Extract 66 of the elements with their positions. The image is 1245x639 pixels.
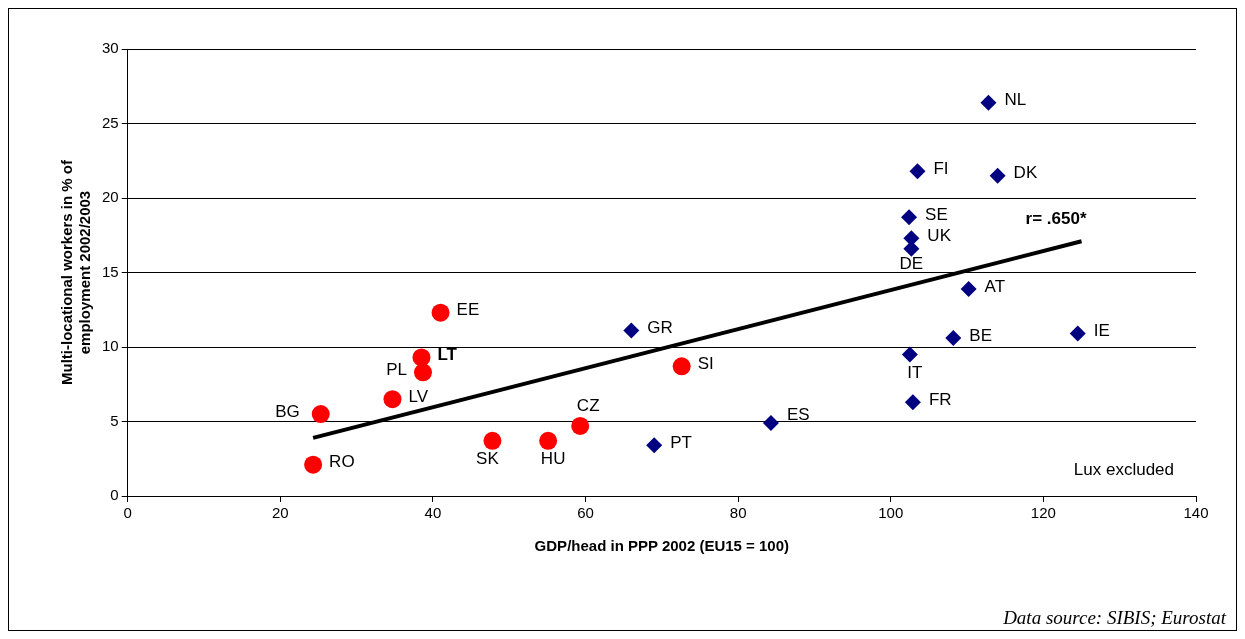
point <box>945 330 962 347</box>
x-tick-label: 60 <box>577 504 594 522</box>
annotation: PT <box>670 433 692 453</box>
annotation: HU <box>540 448 566 468</box>
point <box>960 280 977 297</box>
point <box>901 346 918 363</box>
y-tick-label: 10 <box>102 337 119 355</box>
y-tick-label: 20 <box>102 188 119 206</box>
point <box>311 405 330 424</box>
point <box>412 348 431 367</box>
source-note: Data source: SIBIS; Eurostat <box>1002 606 1227 628</box>
annotation: FR <box>928 389 952 409</box>
annotation: Lux excluded <box>1073 459 1174 479</box>
y-tick-label: 0 <box>110 486 119 504</box>
point <box>383 390 402 409</box>
x-tick-label: 140 <box>1183 504 1209 522</box>
y-tick-label: 5 <box>110 411 119 429</box>
point <box>672 357 691 376</box>
y-tick-label: 30 <box>102 39 119 57</box>
annotation: LV <box>408 386 429 406</box>
annotation: UK <box>927 225 952 245</box>
x-tick-label: 40 <box>424 504 442 522</box>
annotation: CZ <box>576 395 600 415</box>
annotation: GR <box>647 318 673 338</box>
annotation: BE <box>969 325 993 345</box>
point <box>414 363 432 382</box>
y-tick-label: 15 <box>102 262 119 280</box>
x-tick-label: 20 <box>271 504 289 522</box>
annotation: IT <box>907 363 923 383</box>
annotation: FI <box>933 158 949 178</box>
annotation: DE <box>899 254 924 274</box>
annotation: AT <box>984 276 1006 296</box>
x-tick-label: 120 <box>1030 504 1056 522</box>
y-tick-label: 25 <box>102 113 119 131</box>
point <box>571 416 590 435</box>
point <box>539 431 558 450</box>
annotation: SE <box>925 205 948 225</box>
point <box>1069 325 1086 342</box>
point <box>909 163 926 180</box>
point <box>431 303 450 322</box>
annotation: DK <box>1013 163 1038 183</box>
annotation: NL <box>1004 90 1027 110</box>
annotation: PL <box>386 360 407 380</box>
annotation: SI <box>697 354 714 374</box>
x-axis-title: GDP/head in PPP 2002 (EU15 = 100) <box>534 537 790 555</box>
point <box>901 209 918 226</box>
annotation: RO <box>329 452 355 472</box>
annotation: r= .650* <box>1025 208 1087 228</box>
annotation: EE <box>456 300 480 320</box>
point <box>980 94 997 111</box>
x-tick-label: 100 <box>878 504 904 522</box>
point <box>646 437 663 454</box>
annotation: IE <box>1093 321 1110 341</box>
annotation: SK <box>476 448 500 468</box>
point <box>483 431 502 450</box>
y-axis-title: Multi-locational workers in % of employment 2002/2003 <box>58 158 94 386</box>
point <box>989 167 1006 184</box>
annotation: ES <box>786 404 810 424</box>
point <box>904 394 921 411</box>
x-tick-label: 0 <box>123 504 132 522</box>
point <box>623 322 640 339</box>
annotation: BG <box>275 401 300 421</box>
annotation: LT <box>437 345 458 365</box>
x-tick-label: 80 <box>729 504 747 522</box>
point <box>304 455 323 474</box>
point <box>762 414 779 431</box>
